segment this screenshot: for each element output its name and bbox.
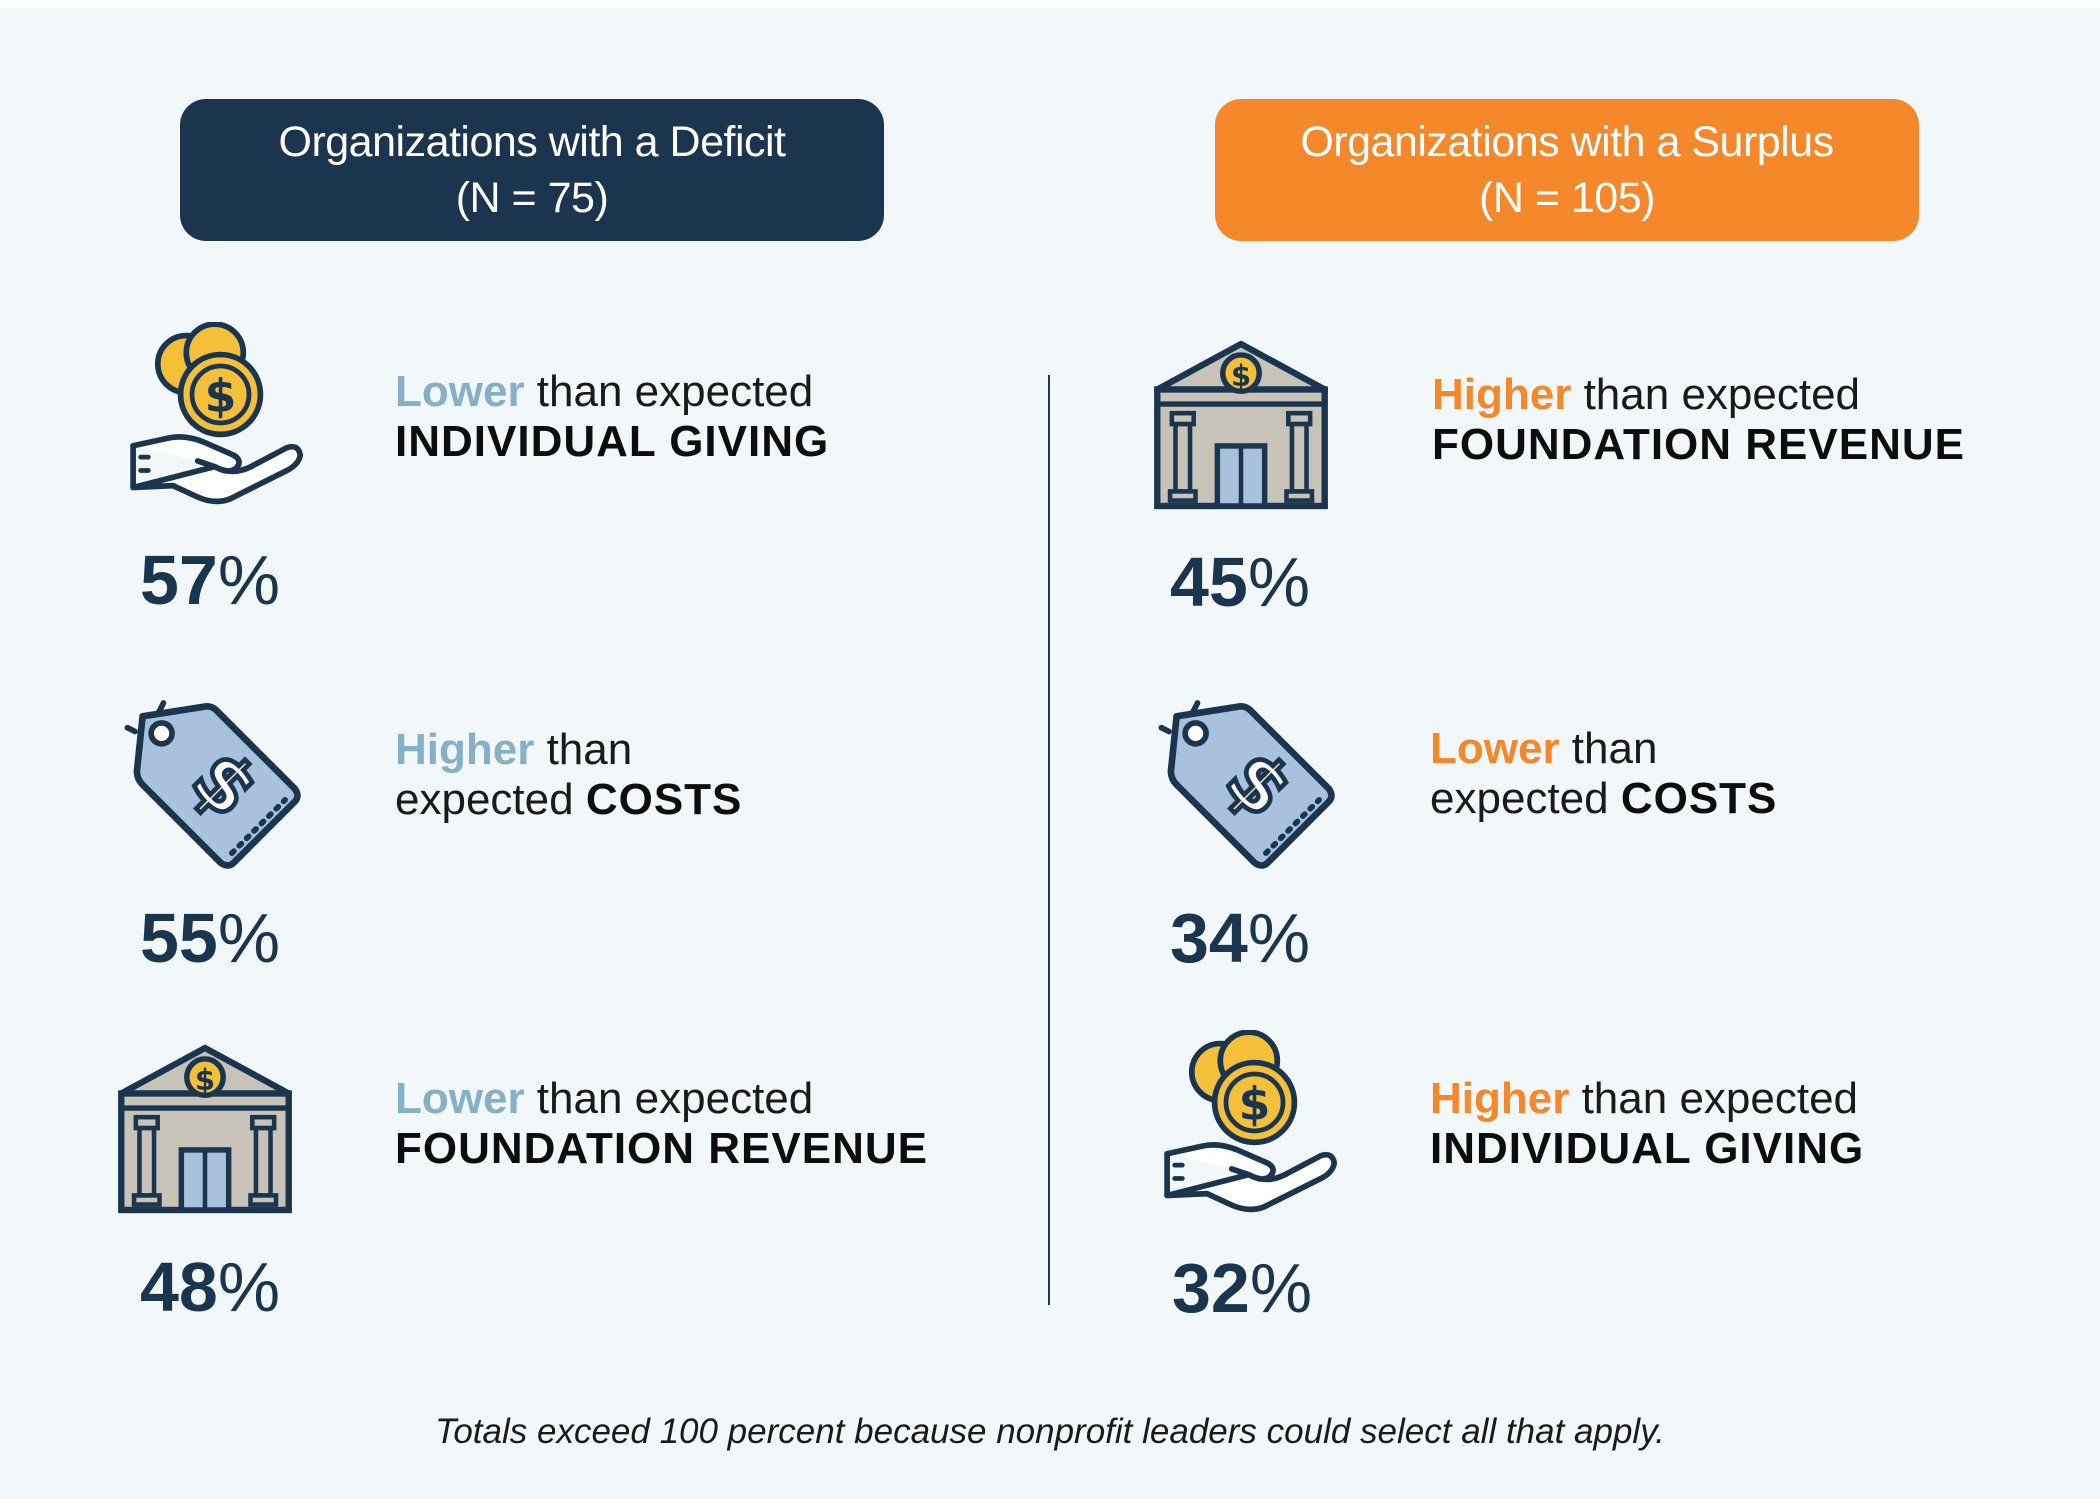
deficit-percent-foundation-revenue: 48%: [140, 1247, 280, 1327]
comparison-keyword: Lower: [395, 1074, 525, 1123]
surplus-header: Organizations with a Surplus (N = 105): [1215, 99, 1919, 241]
percent-sign: %: [217, 541, 281, 619]
category-name: INDIVIDUAL GIVING: [1430, 1124, 1865, 1173]
comparison-keyword: Higher: [1432, 370, 1572, 419]
percent-value: 57: [140, 541, 218, 619]
comparison-keyword: Lower: [1430, 724, 1560, 773]
category-name: INDIVIDUAL GIVING: [395, 417, 830, 466]
deficit-label-individual-giving: Lower than expected INDIVIDUAL GIVING: [395, 367, 829, 467]
percent-sign: %: [1247, 899, 1311, 977]
percent-value: 48: [140, 1248, 218, 1326]
label-text: expected: [395, 775, 586, 824]
surplus-percent-individual-giving: 32%: [1172, 1248, 1312, 1328]
bank-building-icon: [114, 1038, 296, 1220]
infographic-panel: Organizations with a Deficit (N = 75) Or…: [0, 8, 2100, 1499]
deficit-header: Organizations with a Deficit (N = 75): [180, 99, 884, 241]
surplus-count: (N = 105): [1479, 174, 1655, 222]
deficit-label-costs: Higher than expected COSTS: [395, 725, 742, 825]
surplus-title: Organizations with a Surplus: [1300, 118, 1834, 166]
percent-sign: %: [217, 1248, 281, 1326]
surplus-label-individual-giving: Higher than expected INDIVIDUAL GIVING: [1430, 1074, 1864, 1174]
footnote: Totals exceed 100 percent because nonpro…: [435, 1412, 1665, 1451]
deficit-title: Organizations with a Deficit: [278, 118, 787, 166]
price-tag-icon: [1150, 684, 1340, 874]
category-name: COSTS: [585, 775, 743, 824]
price-tag-icon: [116, 684, 306, 874]
category-name: COSTS: [1620, 774, 1778, 823]
comparison-keyword: Higher: [1430, 1074, 1570, 1123]
hand-coins-icon: [116, 322, 306, 522]
percent-value: 34: [1170, 899, 1248, 977]
percent-sign: %: [1247, 543, 1311, 621]
surplus-label-foundation-revenue: Higher than expected FOUNDATION REVENUE: [1432, 370, 1965, 470]
hand-coins-icon: [1150, 1030, 1340, 1230]
label-text: expected: [1430, 774, 1621, 823]
category-name: FOUNDATION REVENUE: [395, 1124, 928, 1173]
label-text: than expected: [1571, 370, 1861, 419]
comparison-keyword: Higher: [395, 725, 535, 774]
label-text: than: [534, 725, 633, 774]
surplus-percent-foundation-revenue: 45%: [1170, 542, 1310, 622]
deficit-percent-costs: 55%: [140, 898, 280, 978]
surplus-percent-costs: 34%: [1170, 898, 1310, 978]
percent-value: 45: [1170, 543, 1248, 621]
label-text: than expected: [524, 367, 814, 416]
comparison-keyword: Lower: [395, 367, 525, 416]
deficit-count: (N = 75): [455, 174, 609, 222]
percent-sign: %: [1249, 1249, 1313, 1327]
percent-value: 32: [1172, 1249, 1250, 1327]
category-name: FOUNDATION REVENUE: [1432, 420, 1965, 469]
percent-sign: %: [217, 899, 281, 977]
label-text: than expected: [524, 1074, 814, 1123]
percent-value: 55: [140, 899, 218, 977]
deficit-percent-individual-giving: 57%: [140, 540, 280, 620]
surplus-label-costs: Lower than expected COSTS: [1430, 724, 1777, 824]
column-divider: [1048, 375, 1050, 1305]
bank-building-icon: [1150, 334, 1332, 516]
label-text: than: [1559, 724, 1658, 773]
deficit-label-foundation-revenue: Lower than expected FOUNDATION REVENUE: [395, 1074, 928, 1174]
label-text: than expected: [1569, 1074, 1859, 1123]
